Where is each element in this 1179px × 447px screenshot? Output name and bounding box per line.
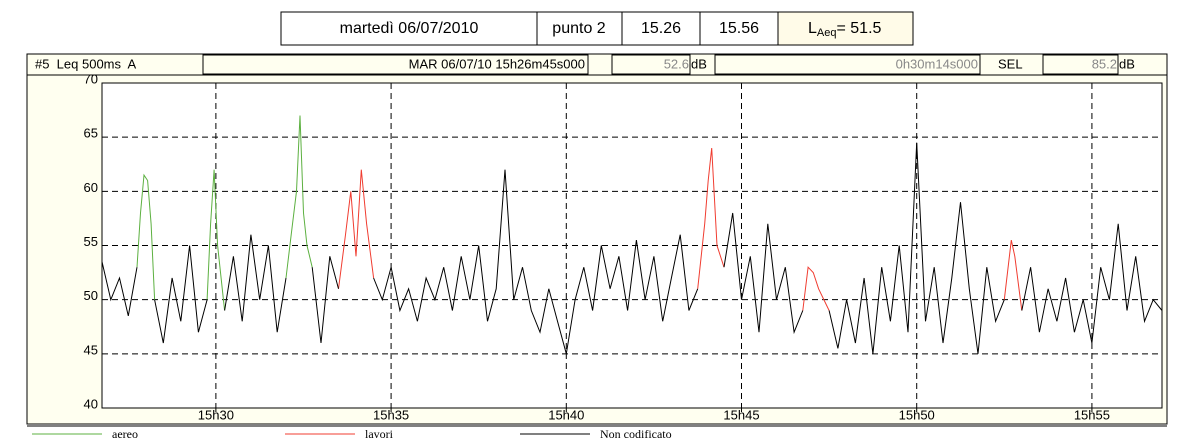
series-line [338, 147, 1023, 311]
y-tick-label: 55 [84, 234, 98, 249]
header-box [536, 11, 623, 46]
y-tick-label: 70 [84, 71, 98, 86]
start: 15.26 [641, 20, 681, 37]
x-tick-label: 15h50 [899, 407, 935, 422]
sel-label: SEL [998, 56, 1023, 71]
x-tick-label: 15h40 [548, 407, 584, 422]
laeq-value: = 51.5 [836, 20, 881, 37]
plot: 40 45 50 55 60 65 70 15h30 15h35 15h40 15h45 15h50 1… [84, 71, 1163, 422]
y-tick-label: 50 [84, 288, 98, 303]
channel: #5 Leq 500ms A [35, 56, 137, 71]
legend-label: Non codificato [600, 427, 672, 441]
leq: 52.6 [664, 56, 689, 71]
x-tick-label: 15h30 [198, 407, 234, 422]
y-tick-label: 45 [84, 342, 98, 357]
sel-unit: dB [1119, 56, 1135, 71]
y-tick-label: 40 [84, 396, 98, 411]
info-box [202, 54, 589, 75]
header-box [621, 11, 701, 46]
x-tick-label: 15h45 [723, 407, 759, 422]
y-tick-label: 60 [84, 180, 98, 195]
point: punto 2 [552, 20, 605, 37]
leq-unit: dB [691, 56, 707, 71]
series-line [101, 142, 1163, 354]
laeq-symbol: L [808, 20, 817, 37]
info-box [714, 54, 981, 75]
legend-label: aereo [112, 427, 138, 441]
header-box [777, 11, 914, 46]
x-tick-label: 15h55 [1074, 407, 1110, 422]
legend-label: lavori [365, 427, 394, 441]
info-box [1042, 54, 1119, 75]
duration: 0h30m14s000 [896, 56, 978, 71]
x-tick-label: 15h35 [373, 407, 409, 422]
header [280, 11, 914, 46]
date: martedì 06/07/2010 [340, 20, 479, 37]
timestamp: MAR 06/07/10 15h26m45s000 [409, 56, 585, 71]
header-box [280, 11, 538, 46]
series-line [136, 115, 313, 311]
laeq-sub: Aeq [817, 27, 837, 39]
legend: aereo lavori Non codificato [32, 427, 672, 441]
info-box [611, 54, 691, 75]
sel: 85.2 [1092, 56, 1117, 71]
end: 15.56 [719, 20, 759, 37]
laeq: LAeq= 51.5 [808, 20, 882, 39]
y-tick-label: 65 [84, 126, 98, 141]
